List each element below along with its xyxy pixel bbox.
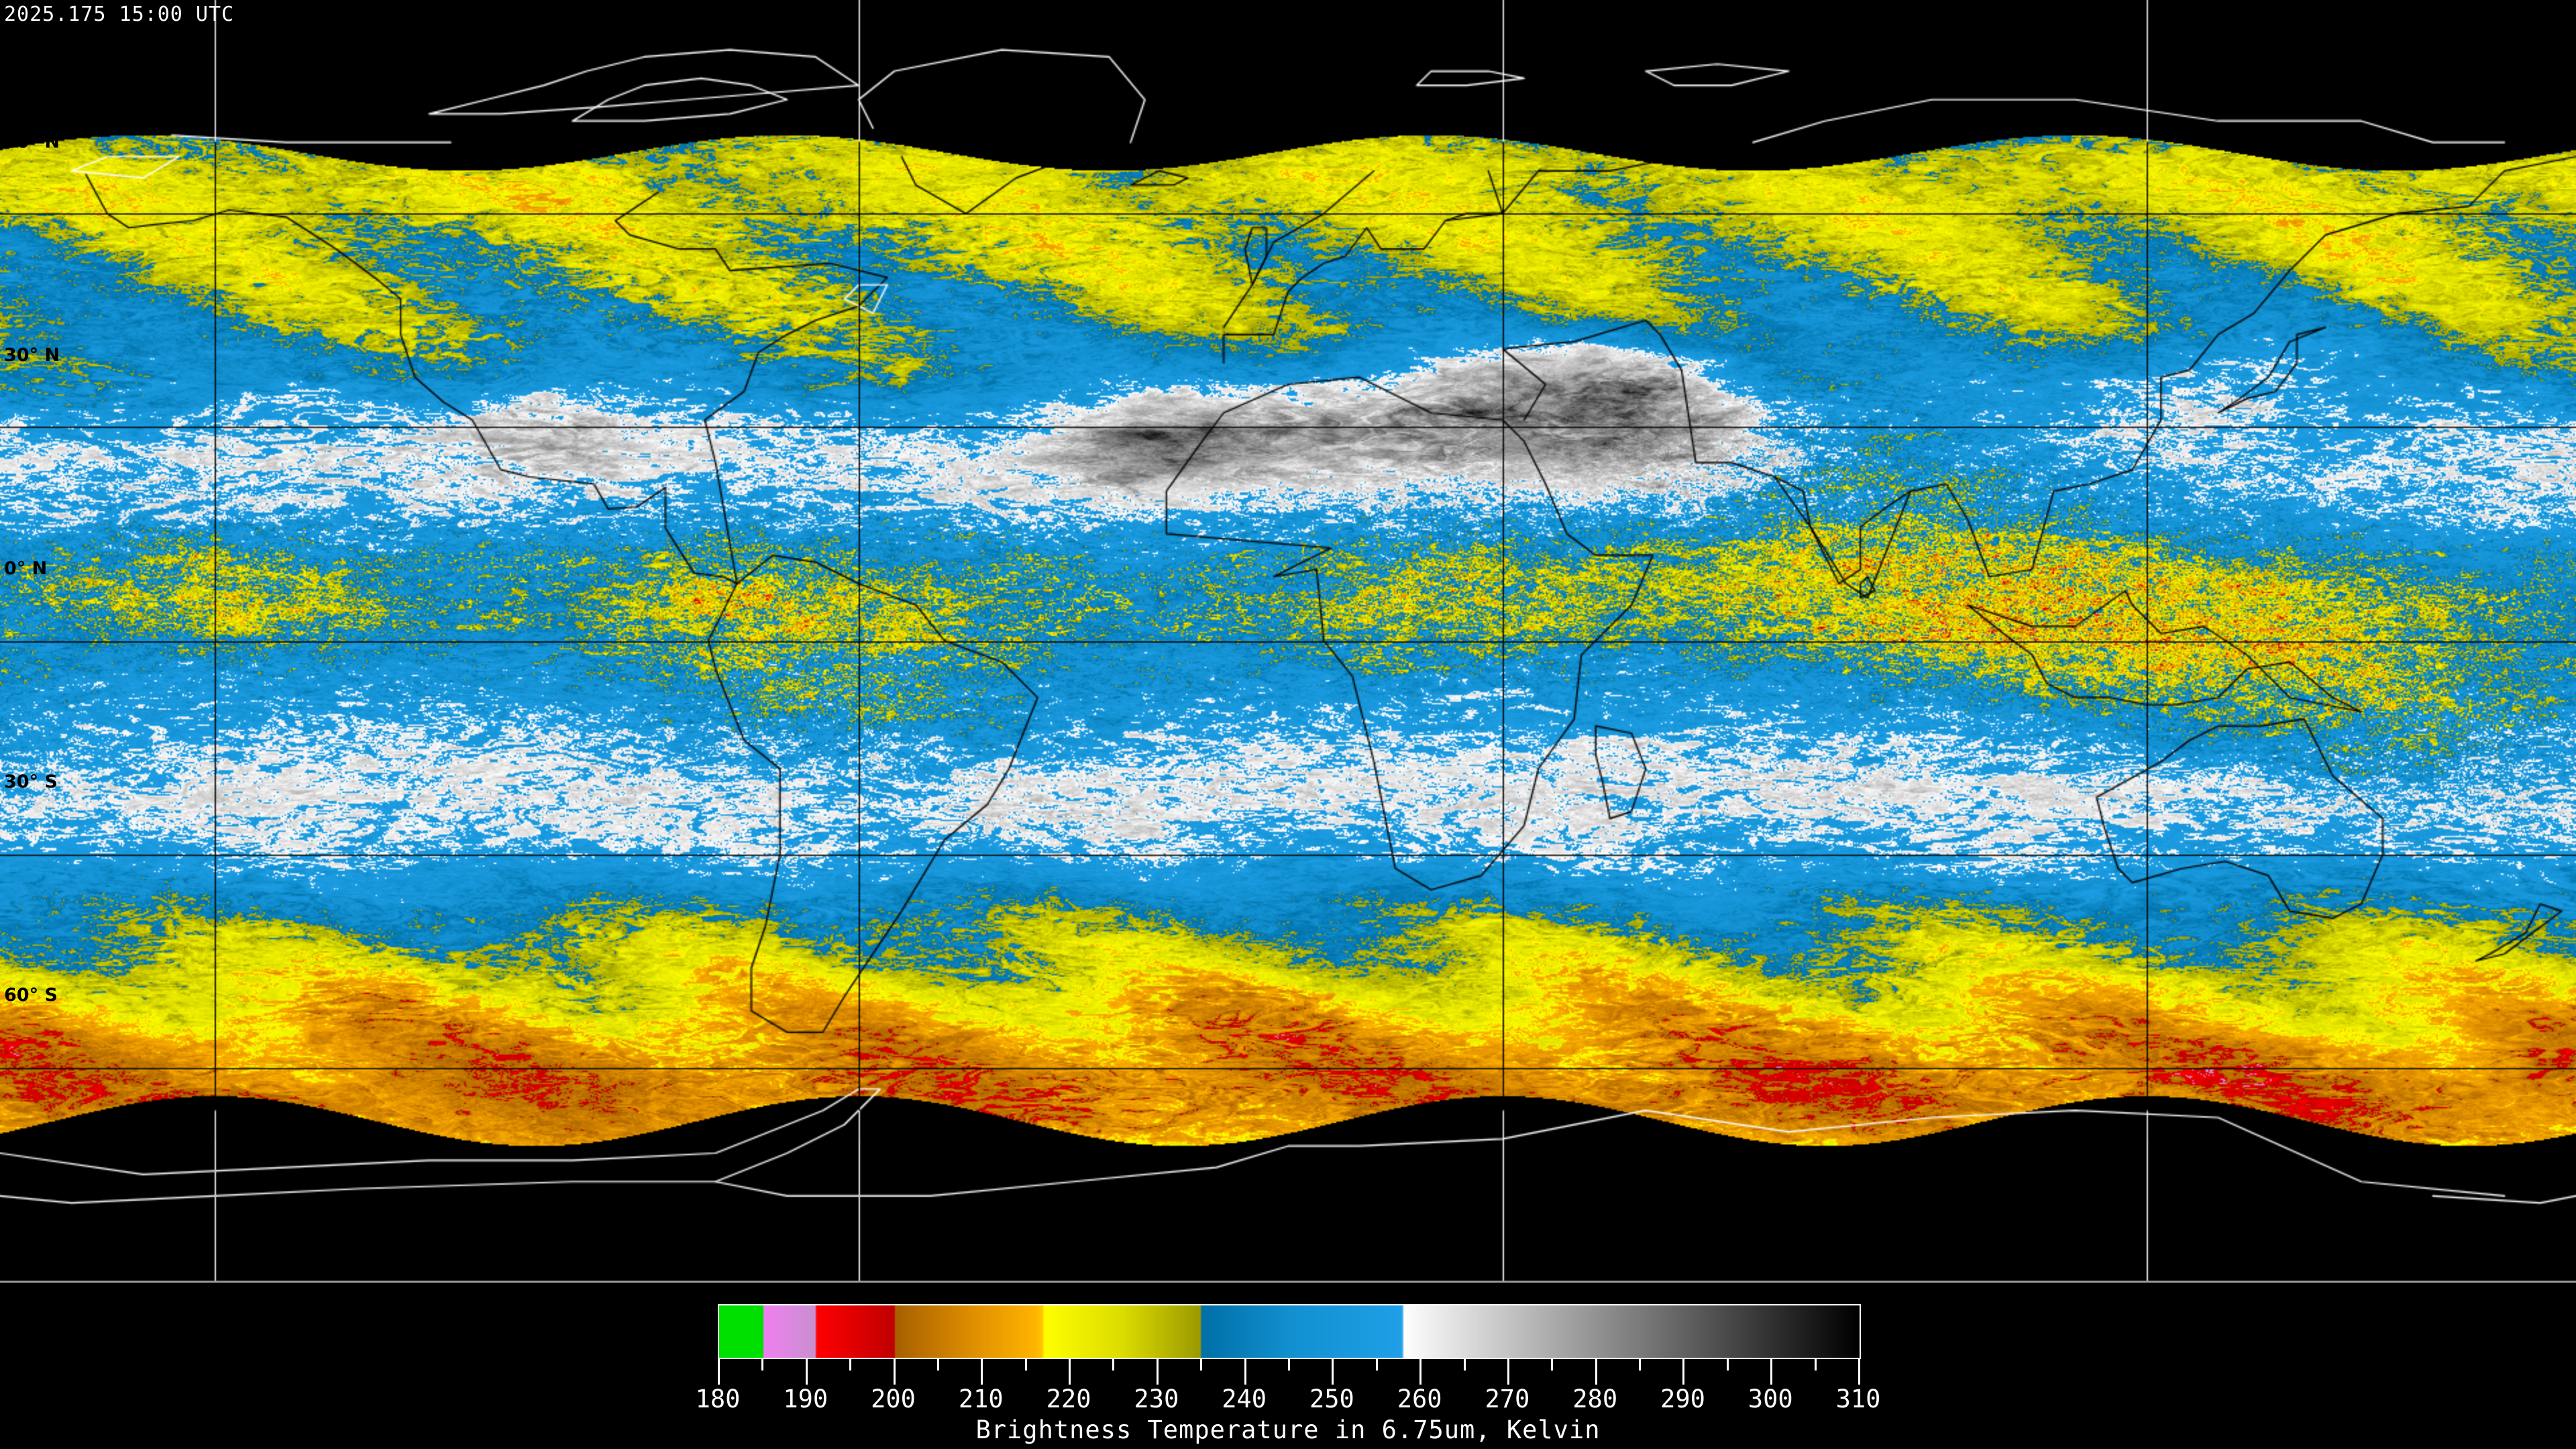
colorbar-tick-label: 250 xyxy=(1309,1385,1354,1413)
colorbar-tick-label: 190 xyxy=(783,1385,828,1413)
colorbar-tick-label: 300 xyxy=(1748,1385,1793,1413)
latitude-label-60s: 60° S xyxy=(4,985,58,1006)
latitude-label-30s: 30° S xyxy=(4,771,58,792)
colorbar-minor-tick xyxy=(1112,1359,1115,1371)
colorbar-tick-label: 220 xyxy=(1046,1385,1091,1413)
colorbar-minor-tick xyxy=(1024,1359,1027,1371)
panel-divider xyxy=(0,1281,2576,1283)
colorbar-swatch xyxy=(718,1304,1861,1359)
latitude-label-30n: 30° N xyxy=(4,345,60,366)
colorbar-tick-label: 270 xyxy=(1485,1385,1530,1413)
colorbar-ticks xyxy=(718,1359,1861,1386)
colorbar-minor-tick xyxy=(936,1359,939,1371)
colorbar-minor-tick xyxy=(1814,1359,1817,1371)
colorbar-tick-label: 280 xyxy=(1572,1385,1618,1413)
graticule-extension xyxy=(1503,1140,1504,1281)
colorbar-caption: Brightness Temperature in 6.75um, Kelvin xyxy=(975,1415,1601,1444)
colorbar-minor-tick xyxy=(1288,1359,1290,1371)
colorbar-minor-tick xyxy=(1463,1359,1466,1371)
colorbar-major-tick xyxy=(1507,1359,1509,1385)
colorbar-major-tick xyxy=(1770,1359,1773,1385)
colorbar-legend: 180 190 200 210 220 230 240 250 260 270 280 290 300 3… xyxy=(0,1283,2576,1449)
colorbar-major-tick xyxy=(1069,1359,1071,1385)
colorbar-minor-tick xyxy=(1200,1359,1203,1371)
colorbar-minor-tick xyxy=(1375,1359,1378,1371)
colorbar-tick-label: 180 xyxy=(695,1385,741,1413)
colorbar-major-tick xyxy=(1244,1359,1246,1385)
colorbar-minor-tick xyxy=(1726,1359,1729,1371)
colorbar-minor-tick xyxy=(761,1359,764,1371)
colorbar-major-tick xyxy=(1332,1359,1334,1385)
colorbar-minor-tick xyxy=(1639,1359,1642,1371)
colorbar-gradient xyxy=(719,1305,1860,1358)
colorbar-major-tick xyxy=(1156,1359,1159,1385)
colorbar-tick-labels: 180 190 200 210 220 230 240 250 260 270 280 290 300 3… xyxy=(696,1385,1881,1414)
colorbar-major-tick xyxy=(805,1359,808,1385)
colorbar-tick-label: 210 xyxy=(958,1385,1004,1413)
graticule-extension xyxy=(215,1140,216,1281)
latitude-label-0: 0° N xyxy=(4,558,48,579)
colorbar-tick-label: 310 xyxy=(1835,1385,1881,1413)
colorbar-major-tick xyxy=(893,1359,896,1385)
colorbar-major-tick xyxy=(1858,1359,1860,1385)
colorbar-tick-label: 240 xyxy=(1222,1385,1267,1413)
colorbar-tick-label: 260 xyxy=(1397,1385,1442,1413)
timestamp-label: 2025.175 15:00 UTC xyxy=(4,3,235,26)
colorbar-major-tick xyxy=(718,1359,720,1385)
colorbar-tick-label: 200 xyxy=(871,1385,916,1413)
colorbar-tick-label: 290 xyxy=(1660,1385,1705,1413)
colorbar-minor-tick xyxy=(1551,1359,1554,1371)
colorbar-major-tick xyxy=(981,1359,983,1385)
colorbar-major-tick xyxy=(1595,1359,1597,1385)
latitude-label-60n: 60° N xyxy=(4,131,60,152)
world-map-panel: 2025.175 15:00 UTC 60° N 30° N 0° N 30° … xyxy=(0,0,2576,1281)
colorbar-major-tick xyxy=(1419,1359,1422,1385)
graticule-extension xyxy=(859,1140,860,1281)
brightness-temperature-map xyxy=(0,0,2576,1281)
colorbar-tick-label: 230 xyxy=(1134,1385,1179,1413)
colorbar-minor-tick xyxy=(849,1359,852,1371)
graticule-extension xyxy=(2147,1140,2148,1281)
colorbar-major-tick xyxy=(1682,1359,1685,1385)
